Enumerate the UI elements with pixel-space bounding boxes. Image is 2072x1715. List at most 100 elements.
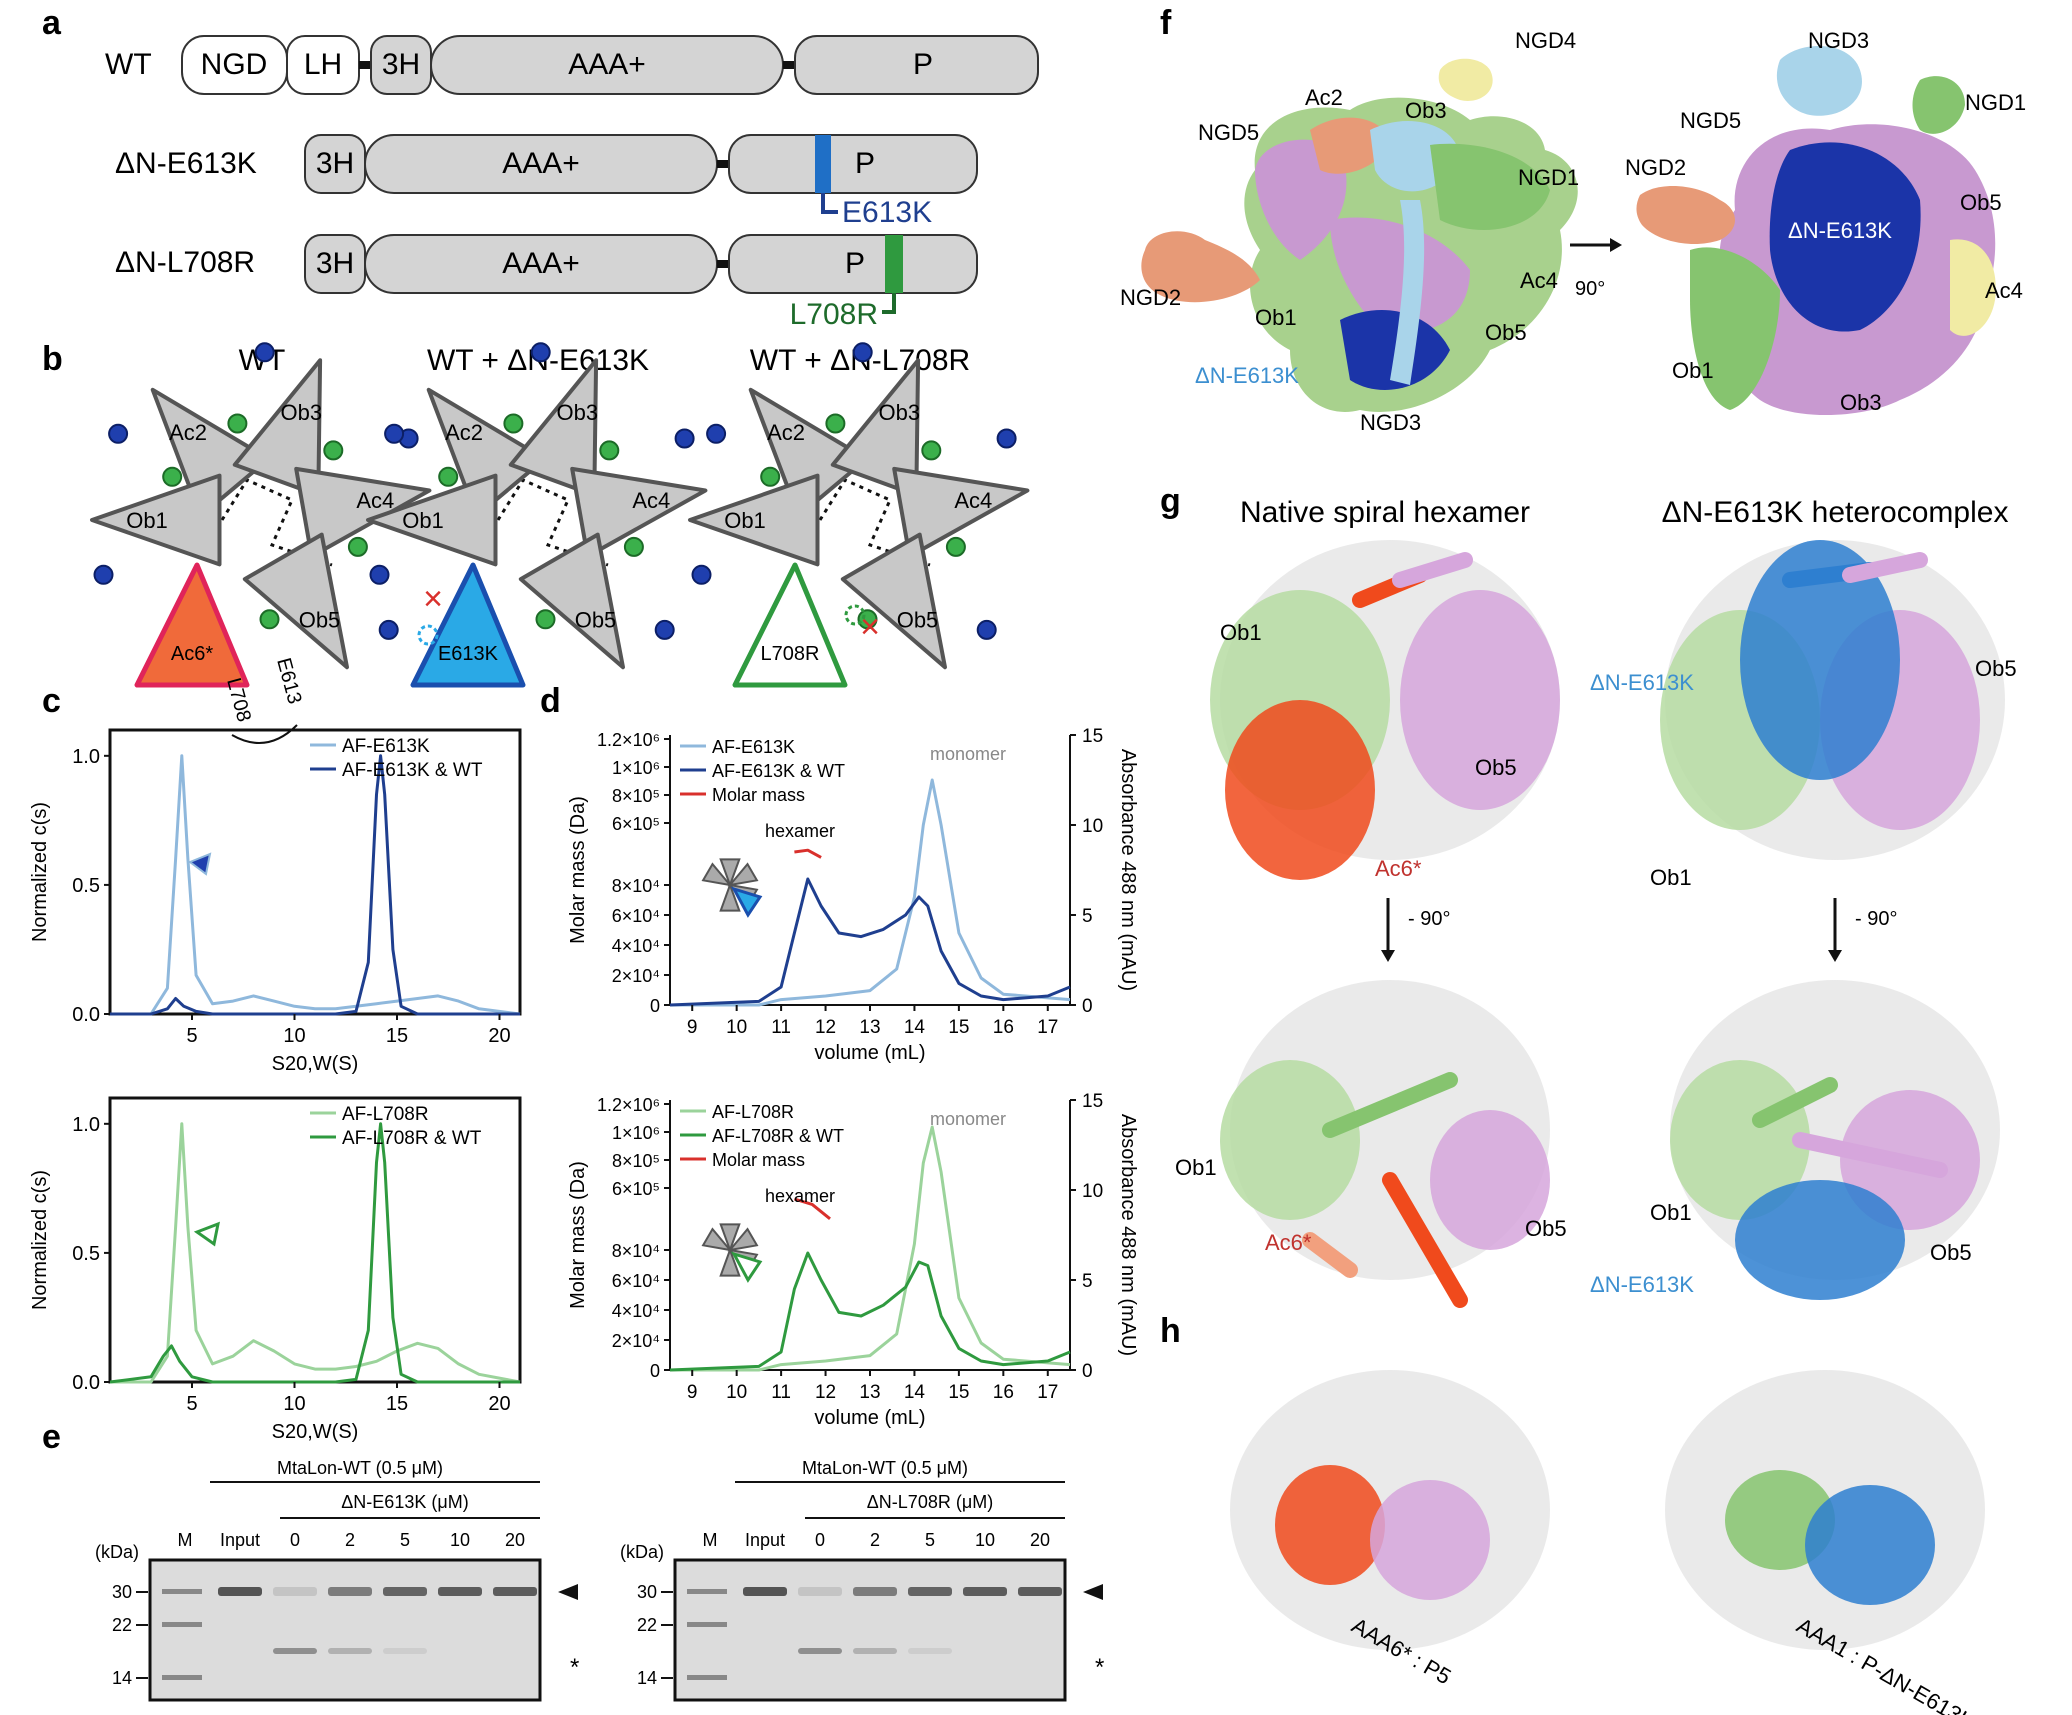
gel-title: MtaLon-WT (0.5 μM) — [277, 1458, 443, 1478]
residue-e613-dot — [976, 619, 997, 640]
structure-blob — [1740, 540, 1900, 780]
map-label: Ob5 — [1485, 320, 1527, 345]
subunit-triangle — [508, 358, 599, 498]
struct-label: Ob1 — [1220, 620, 1262, 645]
mini-subunit — [719, 1223, 741, 1253]
lane-label: 10 — [975, 1530, 995, 1550]
map-label: NGD5 — [1198, 120, 1259, 145]
helix-cylinder — [1752, 1077, 1838, 1128]
x-tick-label: 5 — [186, 1025, 197, 1047]
subunit-triangle — [294, 466, 432, 559]
y-tick-label: 0.5 — [72, 875, 100, 897]
y2-tick-label: 15 — [1082, 726, 1103, 747]
marker-band — [687, 1622, 727, 1627]
mini-subunit — [701, 1227, 733, 1252]
cross-mark: × — [860, 608, 880, 646]
structure-cartoons — [1210, 540, 2005, 1650]
residue-l708-dot — [760, 466, 781, 487]
y-axis-label: Normalized c(s) — [29, 1170, 51, 1310]
subunit-dn-e613k — [1769, 142, 1921, 332]
panel-b-letter: b — [42, 340, 63, 378]
y-tick-label: 2×10⁴ — [612, 966, 660, 986]
mutation-e613k-marker — [815, 135, 831, 193]
marker-band — [687, 1675, 727, 1680]
lane-label: 2 — [870, 1530, 880, 1550]
hexamer-label: hexamer — [765, 821, 835, 841]
mutation-e613k-label: E613K — [842, 196, 932, 229]
hexamer-label: hexamer — [765, 1186, 835, 1206]
series-line-2 — [793, 1197, 831, 1220]
subunit-ngd1 — [1430, 143, 1550, 230]
domain-lh-label: LH — [304, 48, 342, 81]
legend-entry: AF-E613K — [712, 737, 795, 757]
domain-3h-label: 3H — [316, 247, 354, 280]
kda-label: (kDa) — [620, 1542, 664, 1562]
subunit-triangle — [518, 532, 625, 670]
linker — [717, 260, 729, 268]
marker-band — [162, 1589, 202, 1594]
subunit-ac2 — [1310, 117, 1390, 174]
gel-frame — [673, 1558, 1067, 1702]
series-line-1 — [669, 1251, 1071, 1372]
legend-entry: AF-L708R — [712, 1102, 794, 1122]
x-tick-label: 20 — [488, 1393, 510, 1415]
residue-e613-dot — [108, 423, 129, 444]
x-tick-label: 11 — [771, 1382, 791, 1403]
structure-blob — [1225, 700, 1375, 880]
struct-label: Ob1 — [1650, 1200, 1692, 1225]
x-axis-label: S20,W(S) — [272, 1421, 359, 1443]
structure-blob — [1275, 1465, 1385, 1585]
y2-tick-label: 5 — [1082, 906, 1093, 927]
y-axis-label: Molar mass (Da) — [567, 1161, 589, 1309]
subunit-label: Ob1 — [402, 508, 444, 533]
y2-axis-label: Absorbance 488 nm (mAU) — [1117, 1114, 1139, 1356]
struct-label: ΔN-E613K — [1590, 670, 1694, 695]
y-tick-label: 8×10⁵ — [612, 786, 660, 806]
x-tick-label: 10 — [283, 1025, 305, 1047]
residue-e613-dot — [996, 428, 1017, 449]
map-label: ΔN-E613K — [1788, 218, 1892, 243]
protein-band — [438, 1587, 482, 1596]
rotation-label: 90° — [1575, 278, 1605, 300]
marker-label: 30 — [112, 1582, 132, 1602]
residue-l708-dot — [599, 440, 620, 461]
residue-l708-dot — [921, 440, 942, 461]
monomer-marker — [193, 1221, 221, 1247]
rotation-arrow: - 90° — [1828, 898, 1897, 962]
domain-p — [794, 35, 1039, 95]
lane-label: 20 — [505, 1530, 525, 1550]
y-tick-label: 8×10⁴ — [612, 876, 660, 896]
x-tick-label: 10 — [726, 1017, 747, 1038]
subunit-triangle — [150, 387, 271, 518]
map-label: Ob3 — [1405, 98, 1447, 123]
subunit-triangle — [688, 473, 820, 567]
subunit-special-label: E613K — [438, 643, 499, 665]
marker-band — [687, 1589, 727, 1594]
series-line-0 — [110, 1122, 521, 1384]
row-e613k-label: ΔN-E613K — [115, 147, 257, 180]
y-tick-label: 1.2×10⁶ — [597, 730, 660, 750]
y2-axis-label: Absorbance 488 nm (mAU) — [1117, 749, 1139, 991]
struct-label: Ob5 — [1975, 656, 2017, 681]
series-line-0 — [670, 778, 1071, 1007]
domain-p — [728, 234, 978, 294]
lane-label: Input — [220, 1530, 260, 1550]
y-tick-label: 0.0 — [72, 1004, 100, 1026]
mutation-l708r-marker — [885, 235, 903, 293]
x-axis-label: volume (mL) — [814, 1407, 925, 1429]
x-tick-label: 17 — [1037, 1017, 1058, 1038]
structure-blob — [1805, 1485, 1935, 1605]
gel-subtitle: ΔN-L708R (μM) — [867, 1492, 993, 1512]
subunit-ngd4 — [1438, 58, 1493, 101]
y-tick-label: 6×10⁴ — [612, 1271, 660, 1291]
y-tick-label: 1×10⁶ — [612, 758, 660, 778]
degradation-band — [853, 1648, 897, 1654]
protein-band — [908, 1587, 952, 1596]
subunit-label: Ac2 — [445, 420, 483, 445]
monomer-marker — [187, 852, 212, 876]
residue-l708-dot — [323, 440, 344, 461]
degradation-band — [383, 1648, 427, 1654]
x-tick-label: 12 — [815, 1382, 836, 1403]
subunit-triangle — [90, 473, 222, 567]
protein-band — [273, 1587, 317, 1596]
